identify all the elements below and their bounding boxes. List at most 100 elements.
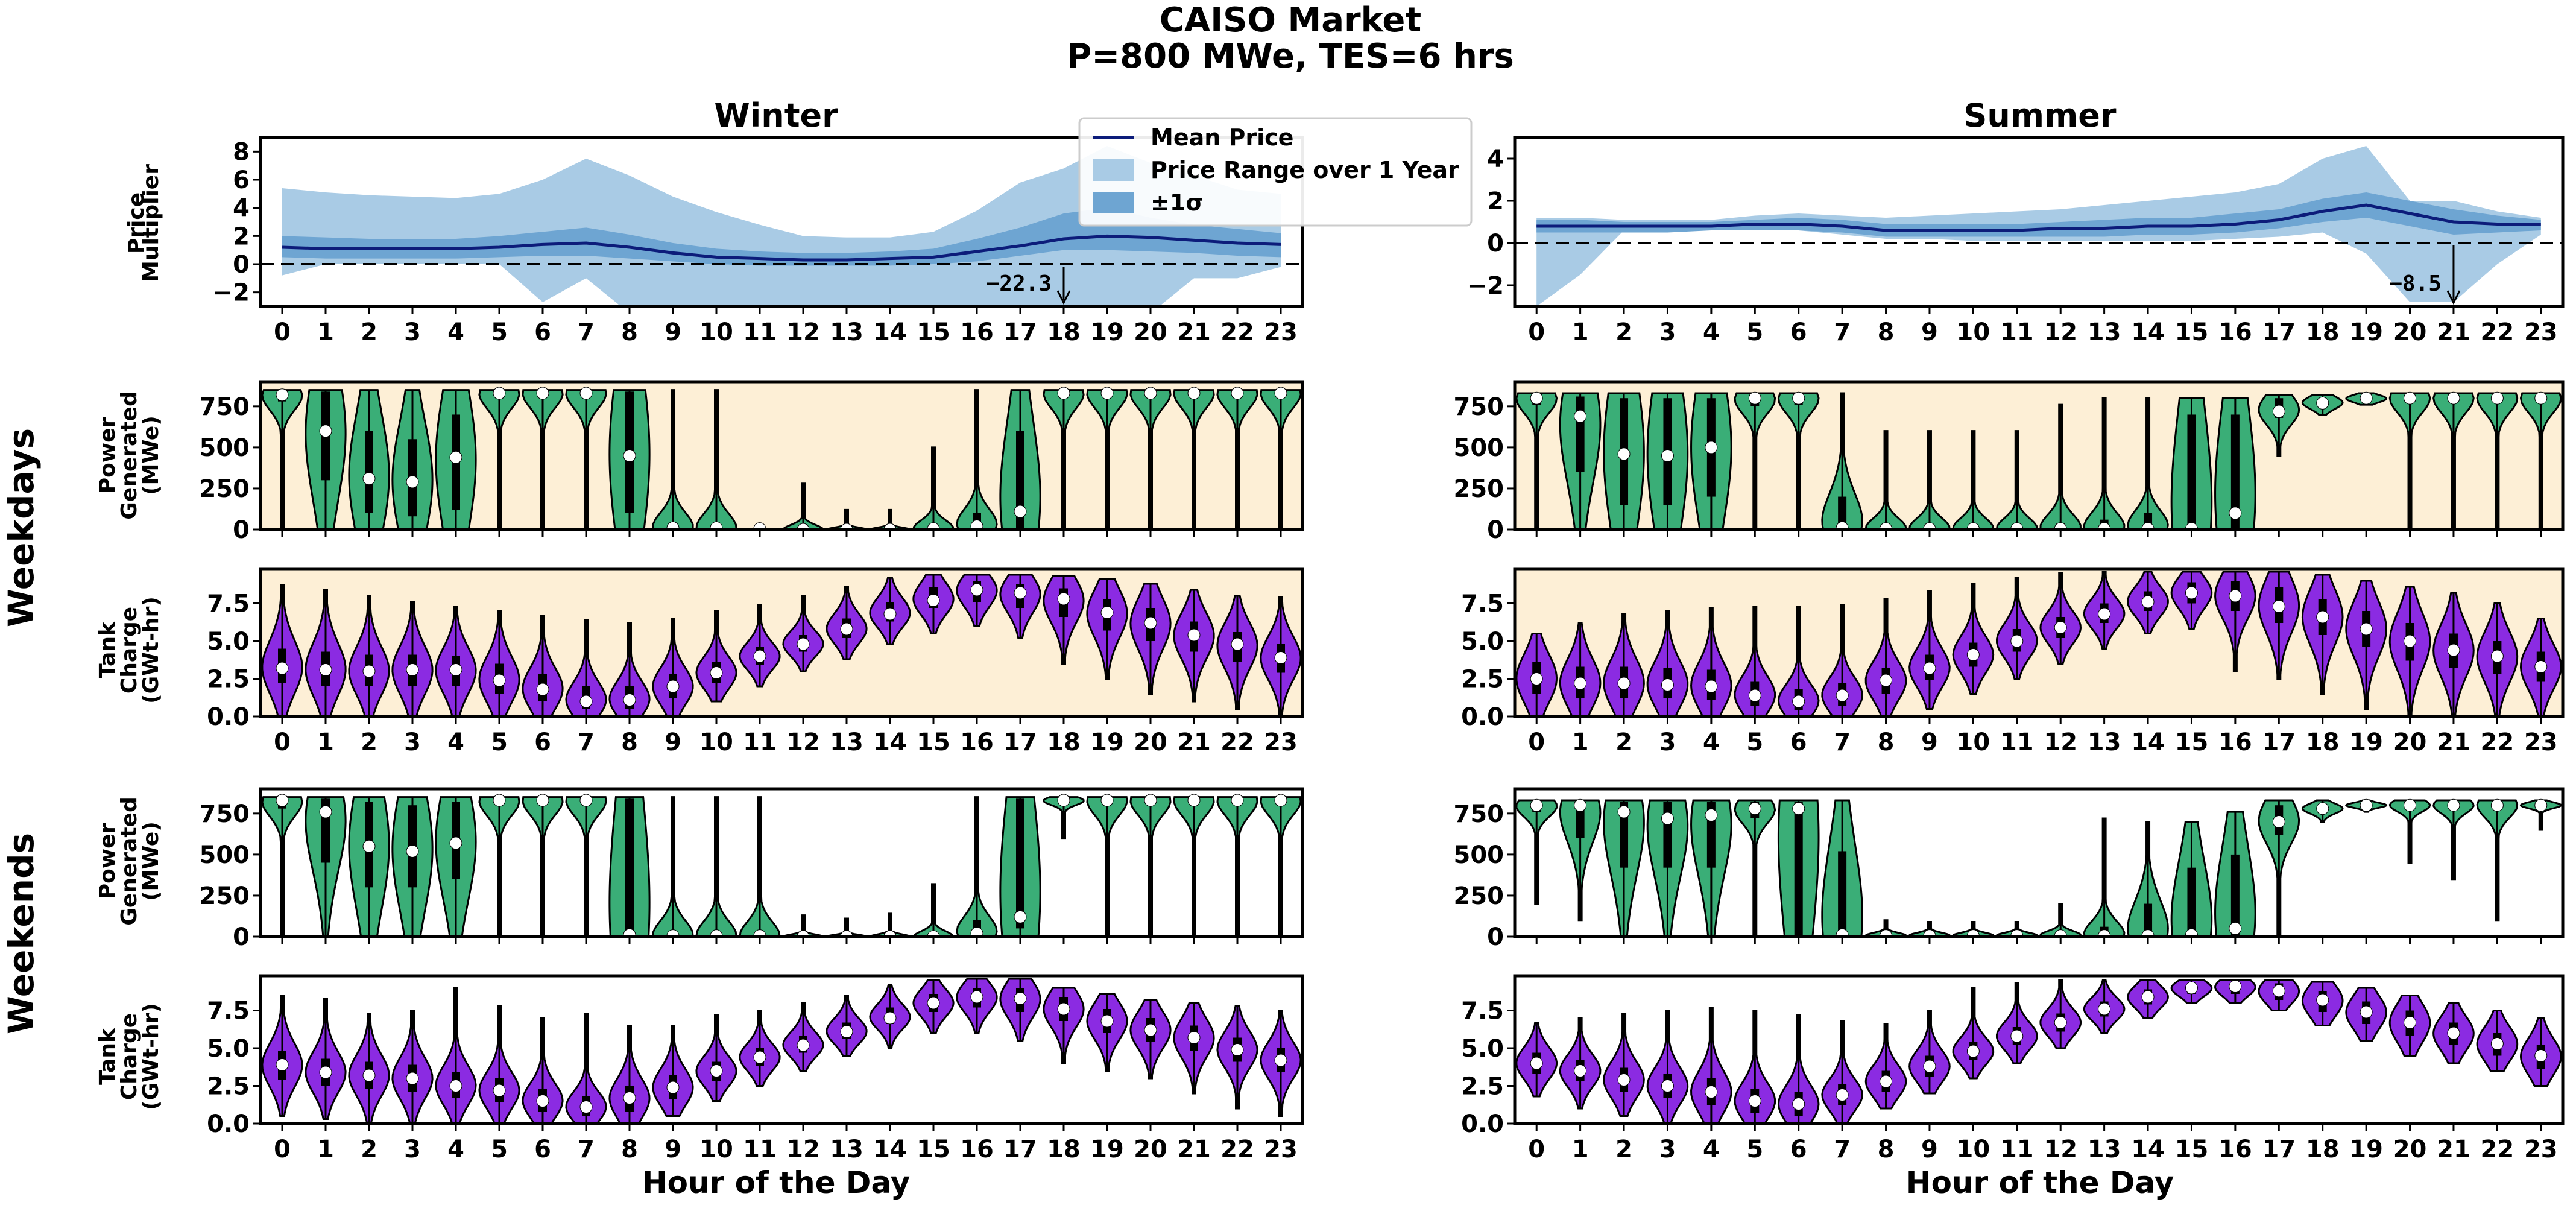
winter-weekday-power-frame	[259, 380, 1304, 531]
summer-weekend-power-median-7	[1836, 928, 1849, 937]
winter-weekend-power-plot	[261, 794, 1302, 937]
winter-weekday-power-median-7	[579, 387, 593, 400]
summer-weekend-tank-xtick-label-4: 4	[1703, 1136, 1720, 1163]
summer-weekday-power-median-18	[2316, 396, 2329, 410]
summer-weekday-tank-median-18	[2316, 610, 2329, 624]
winter-weekday-tank-ytick-label-2.5: 2.5	[207, 666, 250, 694]
winter-weekday-tank-median-19	[1100, 606, 1114, 619]
summer-weekday-tank-xtick-label-11: 11	[2000, 729, 2034, 756]
winter-weekend-tank-xtick-label-14: 14	[873, 1136, 907, 1163]
summer-weekday-tank-xtick-label-7: 7	[1834, 729, 1851, 756]
ylabel-power-weekday-line2: Generated	[117, 391, 142, 519]
summer-price-xtick-label-19: 19	[2349, 318, 2383, 346]
winter-weekend-tank-ytick-label-2.5: 2.5	[207, 1073, 250, 1101]
summer-weekend-tank-panel: 0.02.55.07.50 1 2 3 4 5 6 7 8 9 10 11 12 13 14 15 16 17 18…	[1461, 974, 2565, 1163]
summer-weekday-tank-panel: 0.02.55.07.50 1 2 3 4 5 6 7 8 9 10 11 12 13 14 15 16 17 18…	[1461, 567, 2565, 756]
winter-weekend-tank-median-2	[362, 1069, 376, 1082]
winter-weekend-tank-median-18	[1057, 1002, 1070, 1016]
summer-weekday-tank-median-2	[1617, 677, 1631, 690]
winter-weekday-power-iqr-2	[365, 431, 373, 513]
winter-price-ytick-label--2: −2	[213, 279, 250, 307]
summer-weekend-tank-median-19	[2360, 1005, 2373, 1019]
ylabel-tank-weekend: Tank Charge (GWt-hr)	[95, 1003, 163, 1110]
winter-weekend-tank-median-15	[927, 996, 940, 1010]
summer-weekday-tank-median-21	[2447, 644, 2460, 657]
summer-weekend-tank-xtick-label-22: 22	[2481, 1136, 2514, 1163]
summer-weekday-tank-xtick-label-21: 21	[2437, 729, 2470, 756]
winter-weekday-power-median-20	[1144, 387, 1157, 400]
summer-weekend-tank-frame	[1513, 974, 2565, 1125]
xlabel-summer: Hour of the Day	[1906, 1165, 2174, 1200]
summer-weekend-tank-xtick-label-8: 8	[1878, 1136, 1895, 1163]
winter-weekday-tank-median-21	[1187, 628, 1201, 642]
summer-weekday-tank-xtick-label-8: 8	[1878, 729, 1895, 756]
winter-weekend-power-median-3	[406, 844, 419, 858]
winter-weekend-tank-median-5	[493, 1084, 506, 1097]
summer-weekday-power-median-4	[1705, 441, 1718, 454]
summer-price-xtick-label-23: 23	[2524, 318, 2558, 346]
winter-weekend-power-median-1	[319, 805, 332, 818]
summer-weekend-tank-median-20	[2404, 1016, 2417, 1029]
ylabel-tank-weekday: Tank Charge (GWt-hr)	[95, 596, 163, 704]
winter-weekday-tank-xtick-label-1: 1	[317, 729, 334, 756]
summer-weekend-tank-ytick-label-0: 0.0	[1461, 1110, 1504, 1138]
winter-weekend-tank-panel: 0.02.55.07.50 1 2 3 4 5 6 7 8 9 10 11 12 13 14 15 16 17 18…	[207, 974, 1304, 1163]
summer-weekday-tank-median-6	[1792, 695, 1805, 708]
summer-price-xtick-label-2: 2	[1615, 318, 1632, 346]
summer-weekend-tank-median-4	[1705, 1086, 1718, 1098]
winter-price-xtick-label-9: 9	[665, 318, 681, 346]
winter-weekday-tank-xtick-label-9: 9	[665, 729, 681, 756]
winter-weekday-power-median-0	[276, 388, 289, 402]
winter-weekend-power-median-6	[536, 794, 549, 807]
summer-weekday-tank-xtick-label-5: 5	[1746, 729, 1763, 756]
winter-price-xtick-label-3: 3	[404, 318, 421, 346]
summer-weekend-tank-median-15	[2185, 981, 2198, 995]
legend-sigma-label: ±1σ	[1151, 189, 1204, 216]
summer-weekend-tank-median-3	[1661, 1080, 1674, 1092]
winter-weekday-tank-xtick-label-21: 21	[1177, 729, 1211, 756]
winter-weekday-tank-panel: 0.02.55.07.50 1 2 3 4 5 6 7 8 9 10 11 12 13 14 15 16 17 18…	[207, 567, 1304, 756]
winter-weekday-tank-xtick-label-5: 5	[491, 729, 508, 756]
summer-weekend-power-iqr-2	[1620, 802, 1629, 868]
winter-weekend-tank-median-12	[797, 1039, 810, 1052]
winter-weekend-tank-xtick-label-21: 21	[1177, 1136, 1211, 1163]
summer-weekend-tank-xtick-label-23: 23	[2524, 1136, 2558, 1163]
summer-weekday-tank-median-20	[2404, 634, 2417, 648]
winter-weekend-tank-frame	[259, 974, 1304, 1125]
winter-weekday-tank-xtick-label-8: 8	[621, 729, 638, 756]
summer-weekday-tank-median-0	[1530, 672, 1543, 685]
winter-weekend-tank-xtick-label-12: 12	[786, 1136, 820, 1163]
winter-weekday-tank-median-7	[579, 695, 593, 708]
legend-range-swatch	[1093, 159, 1134, 181]
summer-weekend-tank-median-6	[1792, 1098, 1805, 1110]
summer-price-xtick-label-17: 17	[2262, 318, 2296, 346]
summer-weekend-tank-median-16	[2229, 980, 2242, 993]
summer-weekend-tank-median-11	[2010, 1029, 2024, 1043]
winter-weekend-power-median-19	[1100, 794, 1114, 807]
summer-price-xtick-label-7: 7	[1834, 318, 1851, 346]
winter-weekend-tank-median-9	[666, 1081, 680, 1094]
winter-weekend-tank-median-13	[840, 1025, 853, 1038]
summer-weekday-tank-xtick-label-9: 9	[1921, 729, 1938, 756]
winter-weekend-power-iqr-8	[625, 798, 634, 937]
legend-box	[1078, 117, 1473, 227]
winter-weekend-tank-median-23	[1274, 1054, 1287, 1067]
summer-weekend-tank-median-0	[1530, 1057, 1543, 1070]
winter-weekday-tank-median-6	[536, 683, 549, 696]
winter-weekday-tank-ytick-label-5: 5.0	[207, 628, 250, 656]
summer-weekend-power-median-23	[2534, 798, 2548, 812]
summer-weekend-power-median-5	[1748, 802, 1761, 815]
summer-price-sigma-band	[1536, 192, 2541, 237]
winter-weekday-tank-median-8	[623, 694, 636, 706]
summer-weekday-tank-median-15	[2185, 586, 2198, 599]
winter-weekend-tank-median-1	[319, 1066, 332, 1079]
winter-weekend-power-median-18	[1057, 794, 1070, 807]
winter-weekend-power-median-16	[970, 927, 983, 937]
summer-weekend-power-ytick-label-500: 500	[1454, 841, 1504, 869]
summer-weekday-power-iqr-16	[2230, 414, 2240, 530]
summer-weekend-power-ytick-label-750: 750	[1454, 800, 1504, 828]
winter-weekday-tank-xtick-label-13: 13	[830, 729, 863, 756]
summer-weekend-power-median-2	[1617, 805, 1631, 818]
summer-weekend-tank-median-13	[2098, 1002, 2111, 1016]
